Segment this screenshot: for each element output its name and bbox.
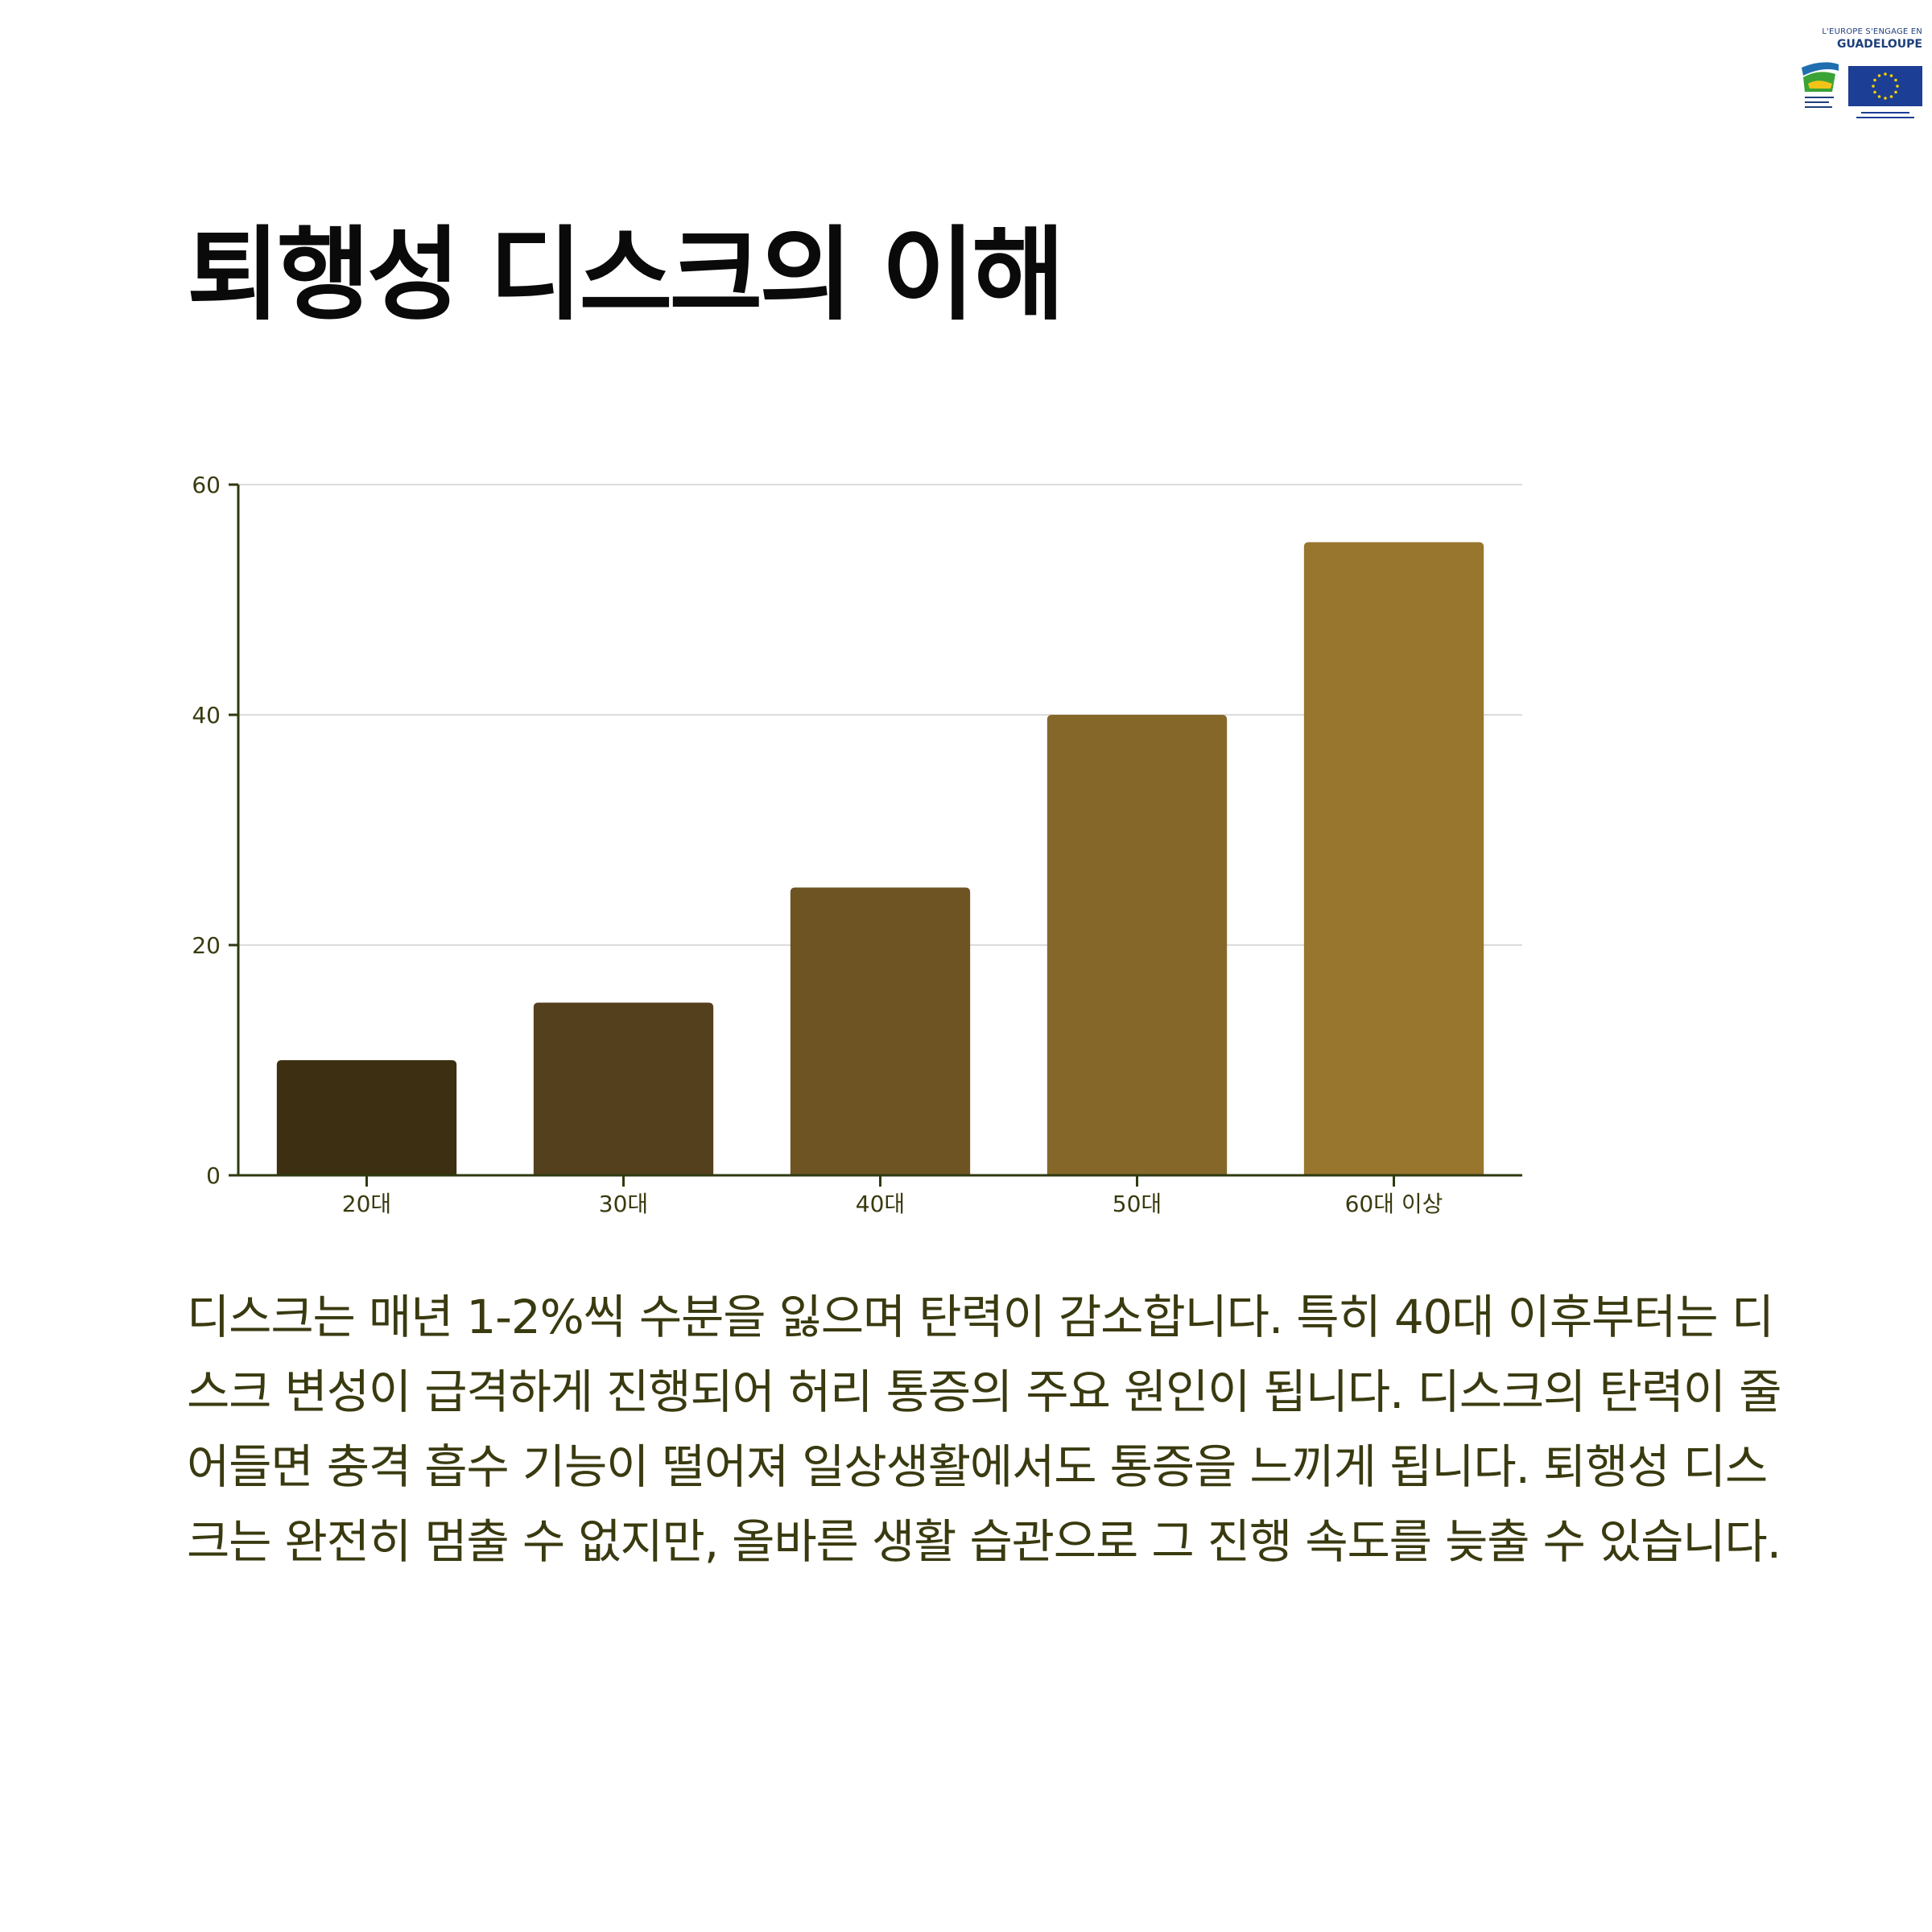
y-tick-label-40: 40 bbox=[192, 702, 221, 729]
eu-flag-icon bbox=[1848, 66, 1922, 118]
x-tick-label-5: 60대 이상 bbox=[1345, 1191, 1443, 1217]
bar-4 bbox=[1046, 715, 1228, 1175]
bar-2 bbox=[533, 1002, 714, 1175]
bar-1 bbox=[276, 1060, 457, 1175]
bars bbox=[276, 542, 1484, 1175]
logo-region-name: GUADELOUPE bbox=[1837, 38, 1922, 51]
x-tick-label-4: 50대 bbox=[1113, 1191, 1162, 1217]
x-tick-label-2: 30대 bbox=[599, 1191, 648, 1217]
x-tick-label-3: 40대 bbox=[856, 1191, 905, 1217]
y-tick-label-0: 0 bbox=[206, 1162, 221, 1189]
page-title: 퇴행성 디스크의 이해 bbox=[187, 216, 1065, 334]
bar-chart: 0 20 40 60 20대 30대 40대 50대 60대 이상 bbox=[192, 472, 1522, 1217]
x-tick-label-1: 20대 bbox=[342, 1191, 391, 1217]
logo-tagline: L'EUROPE S'ENGAGE EN bbox=[1822, 27, 1922, 36]
y-tick-label-60: 60 bbox=[192, 472, 221, 498]
bar-5 bbox=[1303, 542, 1484, 1175]
description-paragraph: 디스크는 매년 1-2%씩 수분을 잃으며 탄력이 감소합니다. 특히 40대 … bbox=[187, 1290, 1781, 1569]
y-tick-label-20: 20 bbox=[192, 932, 221, 959]
region-guadeloupe-emblem bbox=[1802, 62, 1839, 108]
cofunding-logo: L'EUROPE S'ENGAGE EN GUADELOUPE bbox=[1794, 27, 1922, 124]
tick-labels: 0 20 40 60 20대 30대 40대 50대 60대 이상 bbox=[192, 472, 1443, 1217]
axes bbox=[229, 483, 1522, 1187]
bar-3 bbox=[790, 887, 971, 1175]
